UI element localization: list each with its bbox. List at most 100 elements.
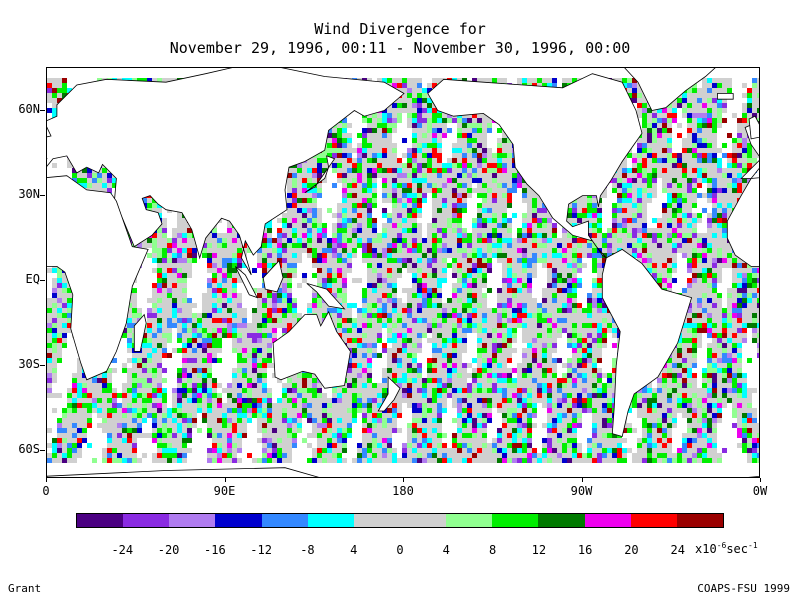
data-pixel <box>152 283 157 288</box>
data-pixel <box>622 178 627 183</box>
data-pixel <box>337 168 342 173</box>
data-pixel <box>477 123 482 128</box>
data-pixel <box>667 238 672 243</box>
data-pixel <box>647 193 652 198</box>
data-pixel <box>387 263 392 268</box>
data-pixel <box>392 203 397 208</box>
data-pixel <box>692 193 697 198</box>
data-pixel <box>597 238 602 243</box>
data-pixel <box>372 253 377 258</box>
data-pixel <box>447 228 452 233</box>
data-pixel <box>387 213 392 218</box>
data-pixel <box>577 248 582 253</box>
data-pixel <box>187 238 192 243</box>
data-pixel <box>687 103 692 108</box>
data-pixel <box>367 278 372 283</box>
data-pixel <box>162 263 167 268</box>
data-pixel <box>707 83 712 88</box>
data-pixel <box>747 163 752 168</box>
data-pixel <box>412 113 417 118</box>
data-pixel <box>422 128 427 133</box>
data-pixel <box>657 128 662 133</box>
data-pixel <box>382 183 387 188</box>
data-pixel <box>372 238 377 243</box>
data-pixel <box>327 278 332 283</box>
data-pixel <box>187 263 192 268</box>
data-pixel <box>642 183 647 188</box>
data-pixel <box>337 243 342 248</box>
data-pixel <box>332 168 337 173</box>
data-pixel <box>722 198 727 203</box>
data-pixel <box>357 143 362 148</box>
data-pixel <box>357 193 362 198</box>
data-pixel <box>312 228 317 233</box>
data-pixel <box>572 218 577 223</box>
data-pixel <box>402 243 407 248</box>
data-pixel <box>162 283 167 288</box>
data-pixel <box>472 153 477 158</box>
data-pixel <box>167 78 172 83</box>
data-pixel <box>547 223 552 228</box>
data-pixel <box>642 168 647 173</box>
data-pixel <box>647 158 652 163</box>
data-pixel <box>472 238 477 243</box>
data-pixel <box>627 168 632 173</box>
data-pixel <box>187 228 192 233</box>
data-pixel <box>482 213 487 218</box>
data-pixel <box>712 193 717 198</box>
data-pixel <box>332 273 337 278</box>
data-pixel <box>317 208 322 213</box>
data-pixel <box>552 283 557 288</box>
data-pixel <box>672 158 677 163</box>
data-pixel <box>542 78 547 83</box>
data-pixel <box>287 228 292 233</box>
data-pixel <box>637 248 642 253</box>
data-pixel <box>162 288 167 293</box>
data-pixel <box>552 273 557 278</box>
data-pixel <box>727 253 732 258</box>
data-pixel <box>557 263 562 268</box>
data-pixel <box>472 173 477 178</box>
data-pixel <box>327 248 332 253</box>
data-pixel <box>367 198 372 203</box>
data-pixel <box>322 158 327 163</box>
data-pixel <box>657 143 662 148</box>
data-pixel <box>417 158 422 163</box>
data-pixel <box>387 123 392 128</box>
data-pixel <box>402 253 407 258</box>
data-pixel <box>707 183 712 188</box>
data-pixel <box>632 233 637 238</box>
data-pixel <box>242 263 247 268</box>
data-pixel <box>52 93 57 98</box>
data-pixel <box>407 168 412 173</box>
data-pixel <box>722 228 727 233</box>
data-pixel <box>487 203 492 208</box>
data-pixel <box>407 223 412 228</box>
data-pixel <box>422 198 427 203</box>
data-pixel <box>732 263 737 268</box>
data-pixel <box>307 193 312 198</box>
data-pixel <box>182 268 187 273</box>
data-pixel <box>712 93 717 98</box>
data-pixel <box>442 198 447 203</box>
data-pixel <box>692 93 697 98</box>
data-pixel <box>312 158 317 163</box>
data-pixel <box>362 243 367 248</box>
data-pixel <box>647 138 652 143</box>
data-pixel <box>557 273 562 278</box>
data-pixel <box>342 128 347 133</box>
data-pixel <box>657 263 662 268</box>
data-pixel <box>692 118 697 123</box>
data-pixel <box>732 143 737 148</box>
data-pixel <box>707 178 712 183</box>
data-pixel <box>427 188 432 193</box>
data-pixel <box>442 183 447 188</box>
data-pixel <box>167 288 172 293</box>
data-pixel <box>612 228 617 233</box>
data-pixel <box>717 103 722 108</box>
data-pixel <box>62 288 67 293</box>
data-pixel <box>637 143 642 148</box>
data-pixel <box>477 128 482 133</box>
data-pixel <box>512 263 517 268</box>
data-pixel <box>672 113 677 118</box>
